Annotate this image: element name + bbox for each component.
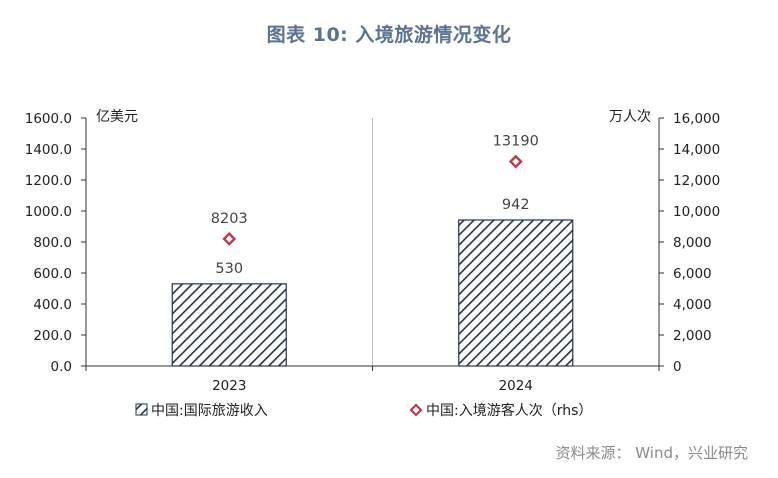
- left-tick-label: 1200.0: [25, 173, 72, 189]
- right-tick-label: 10,000: [673, 204, 720, 220]
- left-tick-label: 200.0: [33, 328, 72, 344]
- legend-swatch-bar: [135, 403, 148, 416]
- bar-label-2024: 942: [502, 197, 530, 213]
- point-2024: [508, 154, 523, 169]
- right-tick-label: 8,000: [673, 235, 712, 251]
- right-tick-label: 12,000: [673, 173, 720, 189]
- legend: 中国:国际旅游收入 中国:入境游客人次（rhs）: [135, 402, 592, 419]
- left-tick-label: 1600.0: [25, 111, 72, 127]
- left-tick-label: 600.0: [33, 266, 72, 282]
- left-tick-label: 800.0: [33, 235, 72, 251]
- chart-title: 图表 10: 入境旅游情况变化: [266, 24, 512, 46]
- bar-label-2023: 530: [215, 261, 243, 277]
- point-label-2024: 13190: [493, 134, 539, 150]
- legend-label-point: 中国:入境游客人次（rhs）: [426, 402, 592, 419]
- right-tick-label: 6,000: [673, 266, 712, 282]
- right-tick-label: 14,000: [673, 142, 720, 158]
- source-note: 资料来源： Wind，兴业研究: [555, 444, 748, 462]
- bar-2024: [458, 219, 574, 367]
- labels-layer: 530 942 8203 13190: [211, 134, 539, 277]
- legend-label-bar: 中国:国际旅游收入: [151, 403, 268, 419]
- bar-2023: [171, 283, 287, 367]
- legend-swatch-point: [409, 403, 423, 417]
- axes-layer: 0.0 200.0 400.0 600.0 800.0 1000.0 1200.0 1400.…: [25, 109, 721, 394]
- left-tick-label: 1000.0: [25, 204, 72, 220]
- left-tick-label: 400.0: [33, 297, 72, 313]
- right-tick-label: 16,000: [673, 111, 720, 127]
- left-tick-label: 0.0: [51, 359, 72, 375]
- right-axis-unit: 万人次: [609, 109, 651, 125]
- right-tick-label: 2,000: [673, 328, 712, 344]
- x-tick-label-2024: 2024: [499, 378, 533, 394]
- points-layer: [222, 154, 523, 246]
- x-tick-label-2023: 2023: [212, 378, 246, 394]
- right-tick-label: 0: [673, 359, 682, 375]
- right-tick-label: 4,000: [673, 297, 712, 313]
- left-axis-unit: 亿美元: [96, 109, 138, 125]
- point-label-2023: 8203: [211, 211, 248, 227]
- point-2023: [222, 231, 237, 246]
- left-tick-label: 1400.0: [25, 142, 72, 158]
